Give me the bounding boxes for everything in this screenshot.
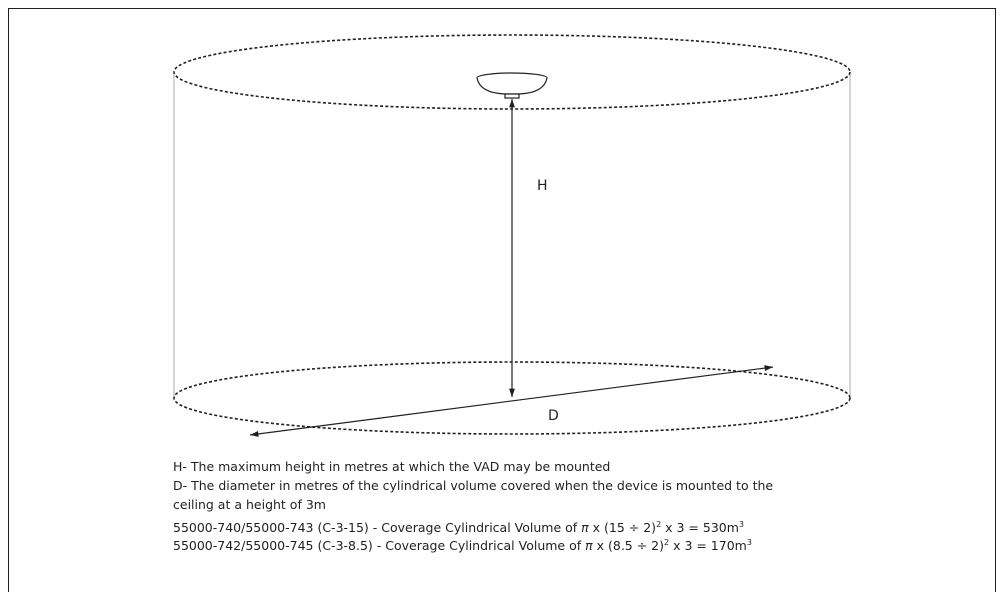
legend-line: H- The maximum height in metres at which… [173, 459, 610, 474]
superscript: 3 [739, 520, 744, 529]
legend-line: ceiling at a height of 3m [173, 497, 326, 512]
text: 55000-740/55000-743 (C-3-15) - Coverage … [173, 520, 581, 535]
coverage-line: 55000-742/55000-745 (C-3-8.5) - Coverage… [173, 538, 752, 553]
text: x 3 = 170m [669, 538, 747, 553]
text: 55000-742/55000-745 (C-3-8.5) - Coverage… [173, 538, 585, 553]
superscript: 2 [664, 538, 669, 547]
legend-line: D- The diameter in metres of the cylindr… [173, 478, 773, 493]
superscript: 3 [747, 538, 752, 547]
coverage-line: 55000-740/55000-743 (C-3-15) - Coverage … [173, 520, 744, 535]
pi: π [585, 538, 593, 553]
text: x (15 ÷ 2) [589, 520, 656, 535]
height-label: H [537, 178, 548, 194]
text: x 3 = 530m [661, 520, 739, 535]
pi: π [581, 520, 589, 535]
diameter-arrow [249, 365, 774, 437]
superscript: 2 [656, 520, 661, 529]
text: x (8.5 ÷ 2) [593, 538, 664, 553]
diameter-label: D [548, 408, 559, 424]
frame [8, 8, 996, 592]
device [476, 72, 548, 99]
